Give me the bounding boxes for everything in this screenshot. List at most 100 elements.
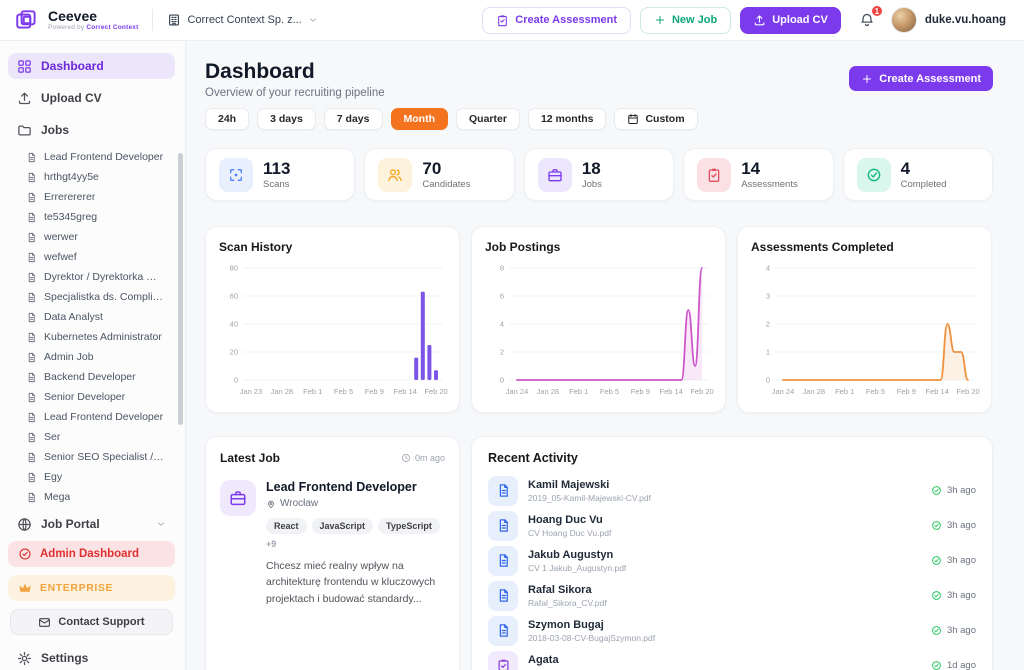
activity-name: Rafal Sikora: [528, 583, 592, 596]
latest-job-time: 0m ago: [401, 453, 445, 463]
sidebar-job-item[interactable]: Kubernetes Administrator: [26, 327, 175, 347]
notifications-button[interactable]: 1: [857, 4, 884, 30]
sidebar-job-item[interactable]: werwer: [26, 227, 175, 247]
file-icon: [26, 412, 37, 423]
document-icon: [488, 615, 518, 646]
file-icon: [26, 492, 37, 503]
sidebar-job-item[interactable]: Lead Frontend Developer: [26, 407, 175, 427]
new-job-button[interactable]: New Job: [639, 6, 732, 34]
sidebar-item-settings[interactable]: Settings: [8, 645, 175, 670]
chart-card-scan-history: Scan History 0 20 40 60 80 Jan 23 Jan 28 Feb 1 Fe…: [205, 226, 460, 413]
sidebar-job-item[interactable]: Senior Developer: [26, 387, 175, 407]
filter-24h[interactable]: 24h: [205, 108, 250, 130]
sidebar-item-upload-cv[interactable]: Upload CV: [8, 85, 175, 111]
sidebar-item-job-portal[interactable]: Job Portal: [8, 511, 175, 537]
sidebar-job-item[interactable]: Ser: [26, 427, 175, 447]
org-selector[interactable]: Correct Context Sp. z...: [167, 13, 317, 27]
plus-icon: [861, 73, 873, 85]
upload-icon: [17, 91, 32, 106]
activity-row[interactable]: Hoang Duc Vu CV Hoang Duc Vu.pdf 3h ago: [488, 508, 976, 543]
activity-row[interactable]: Agata Created Assessment 1d ago: [488, 648, 976, 670]
upload-cv-button[interactable]: Upload CV: [740, 6, 841, 34]
sidebar-job-item[interactable]: Backend Developer: [26, 367, 175, 387]
file-icon: [26, 172, 37, 183]
sidebar-item-jobs[interactable]: Jobs: [8, 117, 175, 143]
enterprise-badge[interactable]: ENTERPRISE: [8, 575, 175, 601]
job-description: Chcesz mieć realny wpływ na architekturę…: [266, 560, 436, 605]
sidebar-job-item[interactable]: Dyrektor / Dyrektorka Od...: [26, 267, 175, 287]
check-circle-icon: [931, 485, 942, 496]
svg-text:2: 2: [766, 320, 770, 329]
filter-month[interactable]: Month: [390, 108, 448, 130]
filter-3-days[interactable]: 3 days: [257, 108, 316, 130]
svg-text:0: 0: [500, 376, 504, 385]
sidebar-job-item[interactable]: Data Analyst: [26, 307, 175, 327]
crown-icon: [18, 581, 32, 595]
sidebar-job-item[interactable]: te5345greg: [26, 207, 175, 227]
stat-card-completed: 4 Completed: [842, 148, 994, 201]
stat-label: Candidates: [422, 178, 471, 190]
user-avatar[interactable]: [890, 7, 917, 33]
recent-activity-title: Recent Activity: [488, 451, 578, 465]
svg-text:20: 20: [230, 348, 238, 357]
bell-icon: [859, 12, 875, 28]
sidebar-item-admin-dashboard[interactable]: Admin Dashboard: [8, 541, 175, 567]
activity-file: 2018-03-08-CV-BugajSzymon.pdf: [528, 632, 656, 643]
notification-badge: 1: [869, 4, 884, 18]
filter-7-days[interactable]: 7 days: [323, 108, 383, 130]
sidebar-job-item[interactable]: hrthgt4yy5e: [26, 167, 175, 187]
activity-name: Jakub Augustyn: [528, 548, 614, 561]
sidebar-job-item[interactable]: Senior SEO Specialist / SE...: [26, 447, 175, 467]
job-tag: React: [266, 518, 307, 534]
filter-12-months[interactable]: 12 months: [527, 108, 607, 130]
activity-time: 3h ago: [931, 590, 976, 601]
svg-text:Feb 20: Feb 20: [690, 387, 713, 396]
svg-text:Jan 28: Jan 28: [271, 387, 294, 396]
activity-time: 3h ago: [931, 625, 976, 636]
svg-text:3: 3: [766, 292, 770, 301]
create-assessment-button-main[interactable]: Create Assessment: [849, 66, 993, 91]
sidebar-job-item[interactable]: Specjalistka ds. Complian...: [26, 287, 175, 307]
chart-plot: 0 20 40 60 80 Jan 23 Jan 28 Feb 1 Feb 5 Feb 9 Feb …: [230, 264, 448, 396]
activity-row[interactable]: Rafal Sikora Rafal_Sikora_CV.pdf 3h ago: [488, 578, 976, 613]
sidebar-job-item[interactable]: Lead Frontend Developer: [26, 147, 175, 167]
svg-text:Jan 24: Jan 24: [772, 387, 795, 396]
sidebar-job-item[interactable]: wefwef: [26, 247, 175, 267]
sidebar-job-list: Lead Frontend Developer hrthgt4yy5e Errere…: [8, 143, 175, 511]
sidebar-scrollbar[interactable]: [178, 153, 183, 425]
chart-title: Scan History: [219, 240, 293, 254]
activity-list: Kamil Majewski 2019_05-Kamil-Majewski-CV…: [488, 473, 976, 670]
stat-card-assessments: 14 Assessments: [683, 148, 834, 201]
create-assessment-button[interactable]: Create Assessment: [482, 6, 631, 34]
svg-text:Feb 14: Feb 14: [660, 387, 683, 396]
activity-row[interactable]: Kamil Majewski 2019_05-Kamil-Majewski-CV…: [488, 473, 976, 508]
filter-quarter[interactable]: Quarter: [456, 108, 520, 130]
document-icon: [488, 475, 518, 506]
activity-name: Agata: [528, 653, 559, 666]
ceevee-logo-icon: [14, 7, 40, 33]
latest-job-item[interactable]: Lead Frontend Developer Wrocław React Jav…: [220, 480, 445, 607]
svg-text:1: 1: [766, 348, 770, 357]
chevron-down-icon: [156, 519, 166, 529]
activity-time: 3h ago: [931, 555, 976, 566]
sidebar-job-item[interactable]: Egy: [26, 467, 175, 487]
filter-custom[interactable]: Custom: [614, 108, 698, 130]
activity-time: 3h ago: [931, 485, 976, 496]
job-more-tags: +9: [266, 539, 277, 549]
activity-row[interactable]: Jakub Augustyn CV 1 Jakub_Augustyn.pdf 3…: [488, 543, 976, 578]
sidebar-job-item[interactable]: Errerererer: [26, 187, 175, 207]
stat-value: 14: [741, 158, 761, 178]
svg-text:Feb 9: Feb 9: [897, 387, 916, 396]
clock-icon: [401, 453, 411, 463]
sidebar-item-dashboard[interactable]: Dashboard: [8, 53, 175, 79]
sidebar-job-item[interactable]: Admin Job: [26, 347, 175, 367]
stat-card-candidates: 70 Candidates: [364, 148, 515, 201]
svg-text:60: 60: [230, 292, 238, 301]
svg-text:Feb 14: Feb 14: [394, 387, 417, 396]
activity-row[interactable]: Szymon Bugaj 2018-03-08-CV-BugajSzymon.p…: [488, 613, 976, 648]
sidebar-job-item[interactable]: Mega: [26, 487, 175, 507]
brand-name: Ceevee: [48, 8, 98, 24]
contact-support-button[interactable]: Contact Support: [10, 609, 173, 635]
stat-label: Scans: [263, 178, 290, 190]
scan-icon: [219, 157, 253, 192]
